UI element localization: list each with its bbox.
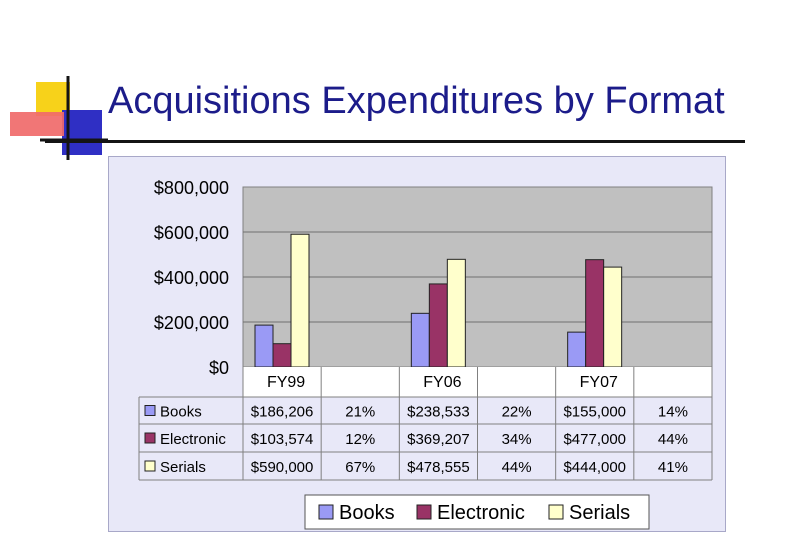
data-label: $590,000 <box>251 459 314 476</box>
percent-label: 22% <box>502 404 532 421</box>
y-tick-label: $600,000 <box>154 223 229 243</box>
data-label: $477,000 <box>563 431 626 448</box>
bar <box>446 258 466 368</box>
percent-label: 67% <box>345 459 375 476</box>
table-series-label: Serials <box>160 459 206 476</box>
y-tick-label: $200,000 <box>154 313 229 333</box>
data-label: $155,000 <box>563 404 626 421</box>
bar <box>272 343 292 368</box>
title-underline <box>45 140 745 143</box>
legend-key <box>318 504 334 520</box>
legend-label: Serials <box>569 502 630 524</box>
table-legend-key <box>144 432 156 444</box>
bar <box>585 259 605 368</box>
legend-key <box>416 504 432 520</box>
expenditures-chart: $0 $200,000 $400,000 $600,000 $800,000 FY99 FY… <box>109 157 725 531</box>
percent-label: 14% <box>658 404 688 421</box>
x-tick-label: FY06 <box>423 374 461 391</box>
percent-label: 41% <box>658 459 688 476</box>
legend-box <box>304 494 650 530</box>
bar <box>254 324 274 368</box>
legend-key <box>548 504 564 520</box>
x-tick-label: FY07 <box>580 374 618 391</box>
chart-frame: $0 $200,000 $400,000 $600,000 $800,000 FY99 FY… <box>108 156 726 532</box>
bar <box>428 283 448 368</box>
y-tick-label: $800,000 <box>154 178 229 198</box>
percent-label: 44% <box>502 459 532 476</box>
data-label: $186,206 <box>251 404 314 421</box>
legend-label: Electronic <box>437 502 525 524</box>
slide-title: Acquisitions Expenditures by Format <box>108 80 725 122</box>
data-label: $103,574 <box>251 431 314 448</box>
x-tick-label: FY99 <box>267 374 305 391</box>
bar <box>410 312 430 368</box>
data-label: $478,555 <box>407 459 470 476</box>
table-legend-key <box>144 405 156 416</box>
y-tick-label: $0 <box>209 358 229 378</box>
data-label: $369,207 <box>407 431 470 448</box>
percent-label: 12% <box>345 431 375 448</box>
table-series-label: Books <box>160 404 202 421</box>
percent-label: 34% <box>502 431 532 448</box>
bar <box>603 266 623 368</box>
y-tick-label: $400,000 <box>154 268 229 288</box>
data-label: $444,000 <box>563 459 626 476</box>
legend-label: Books <box>339 502 395 524</box>
percent-label: 44% <box>658 431 688 448</box>
data-label: $238,533 <box>407 404 470 421</box>
table-legend-key <box>144 460 156 472</box>
bar <box>567 331 587 368</box>
percent-label: 21% <box>345 404 375 421</box>
table-series-label: Electronic <box>160 431 226 448</box>
slide-logo-icon <box>10 76 108 160</box>
bar <box>290 233 310 368</box>
